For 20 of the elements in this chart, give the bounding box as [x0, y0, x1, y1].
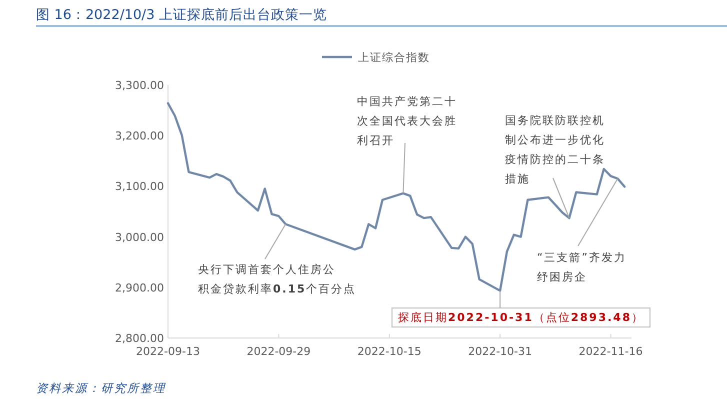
x-tick-label: 2022-11-16: [578, 345, 643, 358]
x-tick-label: 2022-09-29: [246, 345, 311, 358]
annotation: “三支箭”齐发力纾困房企: [537, 251, 626, 284]
annotation: 中国共产党第二十次全国代表大会胜利召开: [357, 95, 457, 147]
text: 资料来源：研究所整理: [36, 381, 166, 395]
x-tick-label: 2022-10-31: [468, 345, 532, 358]
x-tick-label: 2022-09-13: [136, 345, 200, 358]
x-tick-label: 2022-10-15: [357, 345, 422, 358]
annotation: 中国共产党第二十次全国代表大会胜利召开: [357, 95, 457, 194]
annotation: 探底日期2022-10-31（点位2893.48）: [398, 311, 644, 324]
legend-label: 上证综合指数: [358, 51, 430, 64]
y-tick-label: 3,100.00: [115, 180, 164, 194]
chart-title: 图 16：2022/10/3 上证探底前后出台政策一览: [36, 7, 327, 23]
y-tick-label: 2,800.00: [115, 332, 164, 345]
y-tick-label: 2,900.00: [115, 281, 164, 294]
annotation: 央行下调首套个人住房公积金贷款利率0.15个百分点: [198, 224, 356, 296]
y-tick-label: 3,000.00: [115, 230, 164, 244]
y-tick-label: 3,200.00: [115, 130, 164, 143]
annotation: 央行下调首套个人住房公积金贷款利率0.15个百分点: [198, 263, 356, 296]
y-tick-label: 3,300.00: [115, 79, 164, 92]
